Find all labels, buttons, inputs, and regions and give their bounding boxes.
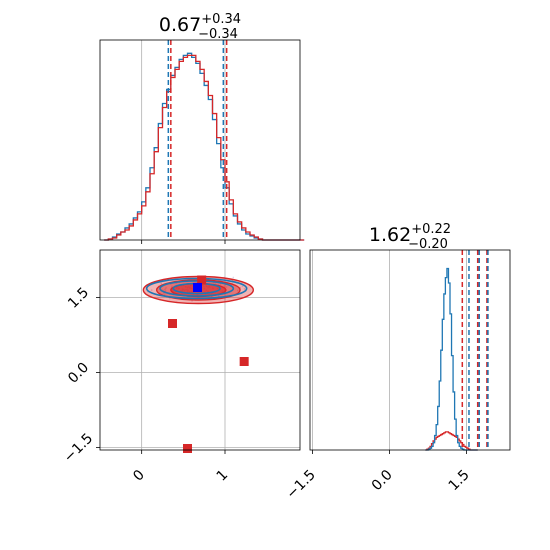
joint-marker-red-1: [168, 319, 177, 328]
joint-tick-label-y-1: 0.0: [65, 360, 92, 387]
title-param2-minus: −0.20: [408, 237, 448, 252]
joint-contour-blue-1: [159, 280, 235, 297]
hist2-background: [310, 250, 510, 450]
hist1-frame: [99, 39, 301, 241]
joint-density-panel: 0 1 −1.5 0.0 1.5: [61, 249, 301, 485]
joint-tick-label-y-2: 1.5: [65, 285, 92, 312]
joint-sample-point: [164, 289, 167, 292]
hist1-series-red: [104, 54, 305, 241]
joint-tick-label-x-0: 0: [130, 467, 148, 485]
title-param1-plus: +0.34: [201, 12, 241, 27]
title-param2-plus: +0.22: [411, 222, 451, 237]
joint-sample-point: [161, 288, 163, 291]
hist2-frame: [309, 249, 511, 451]
joint-frame: [99, 249, 301, 451]
hist2-series-blue: [425, 267, 478, 451]
joint-marker-blue-0: [193, 283, 202, 292]
joint-sample-point: [223, 285, 226, 287]
hist2-tick-label-0: −1.5: [284, 467, 319, 502]
joint-marker-red-3: [183, 444, 192, 453]
joint-sample-point: [243, 288, 246, 290]
joint-tick-label-y-0: −1.5: [61, 430, 96, 465]
hist2-series-red: [425, 431, 478, 451]
joint-sample-point: [175, 282, 178, 285]
hist2-tick-label-1: 0.0: [369, 467, 396, 494]
joint-sample-point: [171, 285, 173, 287]
title-param1-median: 0.67: [159, 14, 201, 36]
joint-sample-point: [160, 282, 163, 285]
title-param1-minus: −0.34: [198, 27, 238, 42]
histogram-param2-panel: −1.5 0.0 1.5: [284, 249, 511, 502]
joint-sample-point: [159, 296, 162, 299]
histogram-param1-panel: [99, 39, 305, 244]
joint-tick-label-x-1: 1: [214, 467, 232, 485]
joint-sample-point: [150, 289, 153, 291]
joint-sample-point: [163, 293, 166, 296]
joint-sample-point: [164, 288, 166, 291]
joint-marker-red-0: [197, 275, 207, 285]
joint-sample-point: [232, 276, 235, 279]
joint-sample-point: [241, 285, 244, 288]
title-param2-median: 1.62: [369, 224, 411, 246]
joint-sample-point: [236, 289, 239, 292]
title-param2: 1.62+0.22 −0.20: [369, 222, 451, 252]
title-param1: 0.67+0.34 −0.34: [159, 12, 241, 42]
joint-sample-point: [162, 289, 165, 292]
joint-sample-point: [225, 286, 228, 288]
joint-sample-point: [168, 297, 171, 300]
joint-sample-point: [218, 295, 220, 298]
joint-sample-point: [165, 286, 167, 289]
joint-marker-red-2: [239, 357, 249, 366]
hist2-tick-label-2: 1.5: [446, 467, 473, 494]
joint-contour-blue-0: [145, 277, 248, 300]
